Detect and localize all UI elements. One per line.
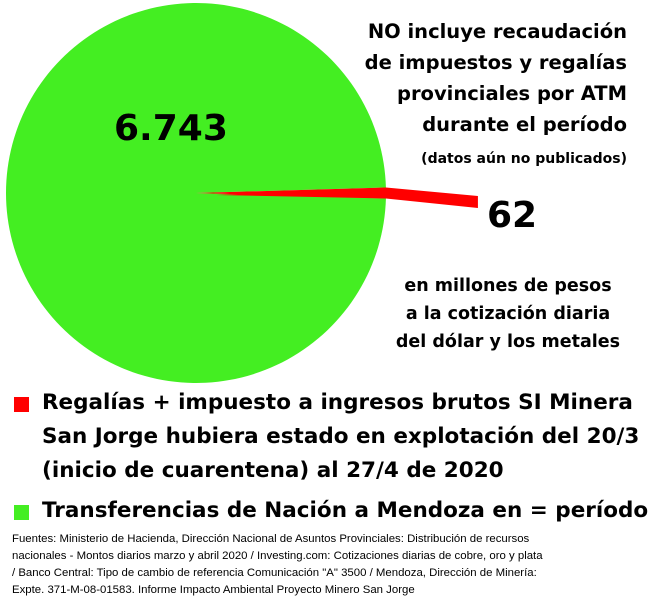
- exclusion-note: NO incluye recaudación de impuestos y re…: [365, 16, 627, 140]
- red-slice-leader: [216, 187, 478, 208]
- sources-line: Expte. 371-M-08-01583. Informe Impacto A…: [12, 584, 415, 596]
- legend-label-line: Transferencias de Nación a Mendoza en = …: [42, 498, 649, 523]
- red-slice-value-label: 62: [487, 195, 538, 236]
- exclusion-note-line: de impuestos y regalías: [364, 51, 627, 74]
- exclusion-note-line: provinciales por ATM: [396, 82, 627, 105]
- sources-note: Fuentes: Ministerio de Hacienda, Direcci…: [12, 531, 652, 599]
- legend-label-line: (inicio de cuarentena) al 27/4 de 2020: [42, 458, 504, 483]
- sources-line: / Banco Central: Tipo de cambio de refer…: [12, 567, 537, 579]
- pie-slice-regalias-tip: [216, 187, 478, 208]
- legend-label-line: Regalías + impuesto a ingresos brutos SI…: [42, 390, 633, 415]
- units-note-line: del dólar y los metales: [395, 332, 621, 352]
- units-note-line: en millones de pesos: [404, 276, 612, 296]
- pie-slice-transferencias: [6, 3, 386, 384]
- legend-item-regalias: Regalías + impuesto a ingresos brutos SI…: [14, 386, 654, 488]
- legend-swatch-red: [14, 397, 29, 412]
- legend-swatch-green: [14, 505, 29, 520]
- green-slice-value-label: 6.743: [114, 108, 228, 149]
- sources-line: nacionales - Montos diarios marzo y abri…: [12, 550, 543, 562]
- exclusion-note-line: durante el período: [422, 113, 627, 136]
- legend-item-transferencias: Transferencias de Nación a Mendoza en = …: [14, 494, 654, 528]
- units-note-line: a la cotización diaria: [405, 304, 611, 324]
- exclusion-note-subtext: (datos aún no publicados): [421, 151, 627, 167]
- legend-label-line: San Jorge hubiera estado en explotación …: [42, 424, 640, 449]
- units-note: en millones de pesos a la cotización dia…: [380, 272, 636, 356]
- exclusion-note-line: NO incluye recaudación: [367, 20, 627, 43]
- sources-line: Fuentes: Ministerio de Hacienda, Direcci…: [12, 533, 530, 545]
